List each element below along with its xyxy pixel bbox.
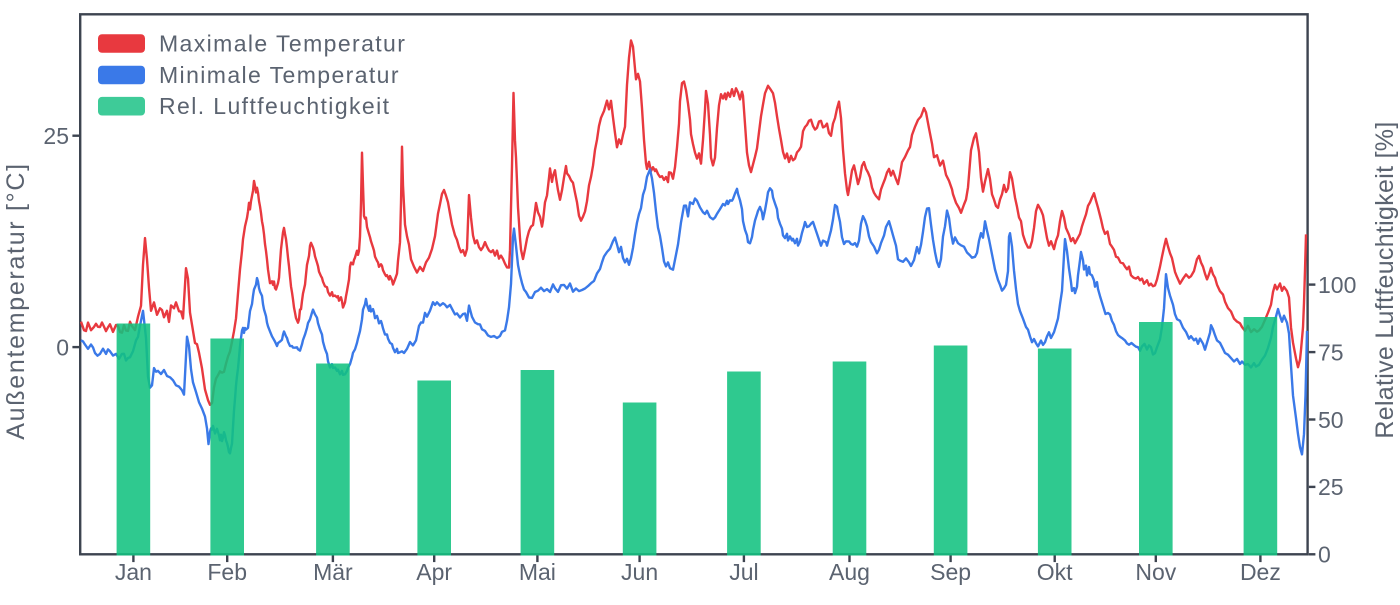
svg-text:Feb: Feb (207, 559, 247, 585)
svg-text:Sep: Sep (930, 559, 971, 585)
svg-text:Nov: Nov (1135, 559, 1176, 585)
svg-text:Relative Luftfeuchtigkeit [%]: Relative Luftfeuchtigkeit [%] (1371, 121, 1399, 438)
svg-text:Jan: Jan (115, 559, 152, 585)
svg-text:Minimale Temperatur: Minimale Temperatur (159, 62, 400, 88)
svg-text:Okt: Okt (1037, 559, 1073, 585)
svg-text:25: 25 (1318, 474, 1344, 500)
svg-text:Dez: Dez (1240, 559, 1281, 585)
svg-text:0: 0 (1318, 542, 1331, 568)
svg-text:50: 50 (1318, 407, 1344, 433)
svg-text:Aug: Aug (829, 559, 870, 585)
svg-text:25: 25 (43, 123, 69, 149)
svg-text:100: 100 (1318, 272, 1356, 298)
svg-text:Rel. Luftfeuchtigkeit: Rel. Luftfeuchtigkeit (159, 93, 390, 119)
svg-text:Mär: Mär (313, 559, 353, 585)
svg-text:Mai: Mai (519, 559, 556, 585)
svg-text:Jun: Jun (621, 559, 658, 585)
svg-text:Apr: Apr (416, 559, 452, 585)
svg-text:0: 0 (56, 334, 69, 360)
svg-text:Jul: Jul (729, 559, 758, 585)
svg-text:75: 75 (1318, 339, 1344, 365)
svg-text:Maximale Temperatur: Maximale Temperatur (159, 31, 406, 57)
svg-text:Außentemperatur [°C]: Außentemperatur [°C] (2, 162, 30, 439)
